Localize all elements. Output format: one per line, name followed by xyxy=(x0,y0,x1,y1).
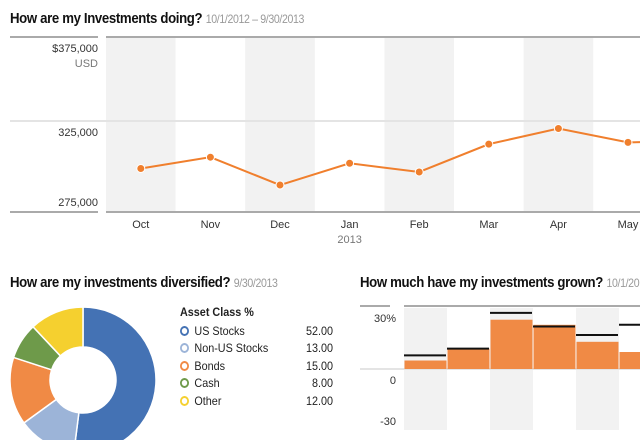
y-tick-label: -30 xyxy=(380,416,396,428)
data-point xyxy=(485,140,493,148)
legend-dot-icon xyxy=(180,326,189,336)
x-tick-label: Nov xyxy=(201,219,221,231)
y-tick-label: $375,000 xyxy=(52,43,98,55)
legend-dot-icon xyxy=(180,343,189,353)
y-unit-label: USD xyxy=(75,58,98,70)
x-tick-label: Oct xyxy=(132,219,149,231)
data-point xyxy=(415,168,423,176)
legend-label: Bonds xyxy=(194,359,306,373)
data-point xyxy=(137,165,145,173)
bar xyxy=(577,342,619,369)
band xyxy=(384,38,454,212)
x-tick-label: May xyxy=(618,219,639,231)
legend-label: Other xyxy=(194,394,306,408)
legend-dot-icon xyxy=(180,361,189,371)
y-tick-label: 325,000 xyxy=(58,127,98,139)
year-label: 2013 xyxy=(337,234,361,246)
diversified-title: How are my investments diversified?9/30/… xyxy=(10,274,278,291)
legend-label: Non-US Stocks xyxy=(194,341,306,355)
band xyxy=(106,38,176,212)
bar xyxy=(405,361,447,370)
bar xyxy=(534,325,576,369)
legend-value: 13.00 xyxy=(306,341,333,355)
legend-title: Asset Class % xyxy=(180,305,333,319)
line-chart: $375,000 325,000 275,000 USD Oct Nov Dec Jan Feb… xyxy=(0,0,640,250)
legend-value: 8.00 xyxy=(312,376,333,390)
bar xyxy=(620,352,640,369)
x-tick-label: Feb xyxy=(410,219,429,231)
data-point xyxy=(624,138,632,146)
x-tick-label: Dec xyxy=(270,219,290,231)
x-tick-label: Apr xyxy=(550,219,567,231)
y-tick-label: 30% xyxy=(374,313,396,325)
y-tick-label: 275,000 xyxy=(58,197,98,209)
legend-dot-icon xyxy=(180,378,189,388)
data-point xyxy=(554,124,562,132)
data-point xyxy=(346,159,354,167)
x-tick-label: Mar xyxy=(479,219,498,231)
legend-value: 12.00 xyxy=(306,394,333,408)
legend-label: US Stocks xyxy=(194,324,306,338)
x-tick-label: Jan xyxy=(341,219,359,231)
y-tick-label: 0 xyxy=(390,375,396,387)
slice-us-stocks xyxy=(74,307,156,440)
data-point xyxy=(276,181,284,189)
donut-chart xyxy=(0,300,170,440)
legend-value: 15.00 xyxy=(306,359,333,373)
bar xyxy=(491,320,533,369)
legend-label: Cash xyxy=(194,376,312,390)
grown-title: How much have my investments grown?10/1/… xyxy=(360,274,639,291)
legend-value: 52.00 xyxy=(306,324,333,338)
bar xyxy=(448,349,490,369)
data-point xyxy=(206,153,214,161)
bar-chart: 30% 0 -30 xyxy=(360,300,640,430)
legend-dot-icon xyxy=(180,396,189,406)
